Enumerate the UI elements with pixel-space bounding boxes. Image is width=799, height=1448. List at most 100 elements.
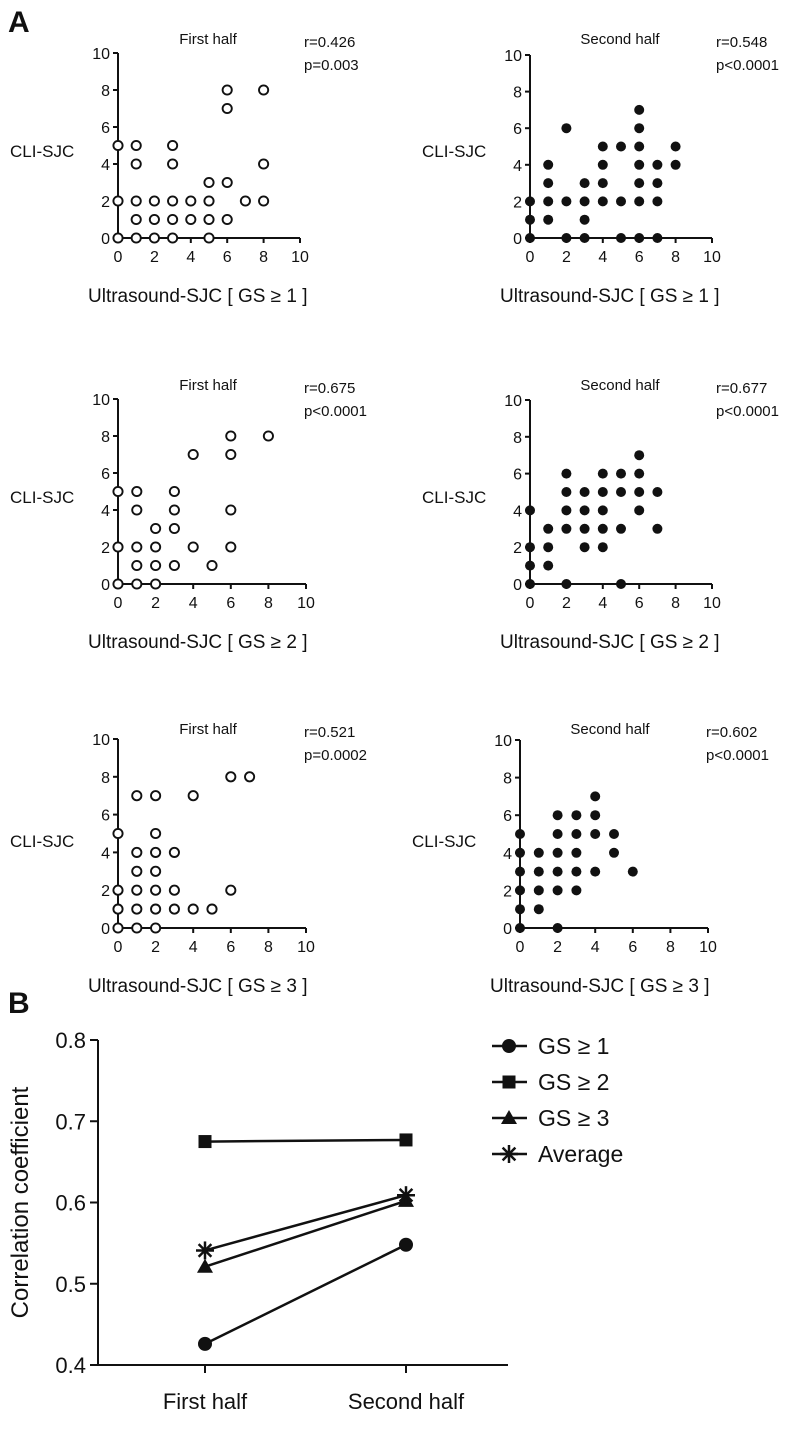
y-tick-label: 4 <box>513 158 522 175</box>
x-tick-label: 8 <box>264 939 273 956</box>
data-point <box>590 866 601 877</box>
data-point <box>112 578 124 590</box>
data-point <box>533 847 544 858</box>
data-point <box>167 158 179 170</box>
data-point <box>552 829 563 839</box>
y-tick-label: 2 <box>101 194 110 211</box>
data-point <box>150 790 162 802</box>
data-point <box>652 233 663 243</box>
correlation-r: r=0.602 <box>706 724 757 741</box>
marker-asterisk <box>397 1186 415 1205</box>
x-tick-label: 8 <box>671 595 680 612</box>
y-tick-label: 10 <box>92 732 110 749</box>
data-point <box>634 104 645 115</box>
data-point <box>203 176 215 189</box>
data-point <box>561 123 572 134</box>
y-tick-label: 4 <box>101 503 110 520</box>
p-value: p=0.0002 <box>304 747 367 764</box>
data-point <box>552 923 563 933</box>
y-tick-label: 0.7 <box>55 1109 86 1134</box>
marker-asterisk <box>196 1241 214 1260</box>
y-tick-label: 6 <box>513 467 522 484</box>
x-tick-label: 2 <box>150 249 159 266</box>
x-axis-label: Ultrasound-SJC [ GS ≥ 3 ] <box>88 976 308 997</box>
data-point <box>634 468 645 479</box>
x-tick-label: 0 <box>526 249 535 266</box>
data-point <box>543 214 554 225</box>
data-point <box>571 866 582 877</box>
data-point <box>131 504 143 516</box>
y-tick-label: 10 <box>504 48 522 65</box>
y-tick-label: 6 <box>101 120 110 137</box>
data-point <box>571 810 582 821</box>
data-point <box>185 195 197 207</box>
x-axis-label: Ultrasound-SJC [ GS ≥ 1 ] <box>500 286 720 307</box>
x-tick-label: 6 <box>635 249 644 266</box>
data-point <box>652 523 663 534</box>
data-point <box>150 922 162 934</box>
data-point <box>533 904 544 915</box>
data-point <box>225 884 237 896</box>
x-tick-label: 6 <box>226 939 235 956</box>
data-point <box>515 847 525 858</box>
x-axis-label: Ultrasound-SJC [ GS ≥ 2 ] <box>88 632 308 653</box>
marker-square <box>399 1133 413 1147</box>
data-point <box>258 158 270 170</box>
data-point <box>561 505 572 516</box>
data-point <box>187 790 199 802</box>
data-point <box>130 213 142 226</box>
y-tick-label: 0 <box>101 231 110 248</box>
data-point <box>112 485 124 498</box>
data-point <box>561 523 572 534</box>
y-axis-label: CLI-SJC <box>422 488 486 507</box>
data-point <box>652 178 663 189</box>
p-value: p=0.003 <box>304 57 359 74</box>
data-point <box>579 542 590 553</box>
data-point <box>131 559 143 572</box>
y-tick-label: 2 <box>503 883 512 900</box>
data-point <box>552 810 563 821</box>
data-point <box>616 141 626 152</box>
data-point <box>543 159 554 170</box>
scatter-plot-3: 0 2 4 6 8 10 0 2 4 6 8 10 CLI-SJC Ultrasound-SJC [ GS… <box>10 377 367 653</box>
y-tick-label: 4 <box>101 845 110 862</box>
data-point <box>225 504 237 516</box>
series-line <box>204 1193 407 1252</box>
data-point <box>515 885 525 896</box>
data-point <box>130 232 142 244</box>
data-point <box>148 232 160 244</box>
data-point <box>130 195 142 207</box>
data-point <box>543 196 554 207</box>
data-point <box>187 903 199 915</box>
panel-b-label: B <box>8 987 30 1020</box>
x-tick-label: 4 <box>598 249 607 266</box>
data-point <box>670 159 681 170</box>
y-tick-label: 6 <box>101 466 110 483</box>
data-point <box>634 178 645 189</box>
y-axis-label: CLI-SJC <box>422 142 486 161</box>
data-point <box>225 771 237 783</box>
p-value: p<0.0001 <box>304 403 367 420</box>
data-point <box>131 846 143 858</box>
data-point <box>634 487 645 497</box>
scatter-plot-2: 0 2 4 6 8 10 0 2 4 6 8 10 CLI-SJC Ultrasound-SJC [ GS… <box>422 31 779 307</box>
x-tick-label: 4 <box>186 249 195 266</box>
data-point <box>112 922 124 934</box>
data-point <box>590 791 601 802</box>
data-point <box>525 196 535 207</box>
data-point <box>525 579 535 589</box>
data-point <box>571 829 582 839</box>
scatter-plot-5: 0 2 4 6 8 10 0 2 4 6 8 10 CLI-SJC Ultrasound-SJC [ GS… <box>10 721 367 997</box>
y-tick-label: 2 <box>513 194 522 211</box>
line-chart-b: 0.4 0.5 0.6 0.7 0.8 First half Second half Corr… <box>7 1028 508 1414</box>
x-tick-label: 8 <box>264 595 273 612</box>
data-point <box>148 213 160 226</box>
correlation-r: r=0.426 <box>304 34 355 51</box>
data-point <box>168 504 180 516</box>
y-axis-label: CLI-SJC <box>10 142 74 161</box>
data-point <box>168 522 180 535</box>
data-point <box>203 232 215 244</box>
x-tick-label: 2 <box>151 939 160 956</box>
legend-label: GS ≥ 3 <box>538 1105 609 1131</box>
data-point <box>597 542 608 553</box>
